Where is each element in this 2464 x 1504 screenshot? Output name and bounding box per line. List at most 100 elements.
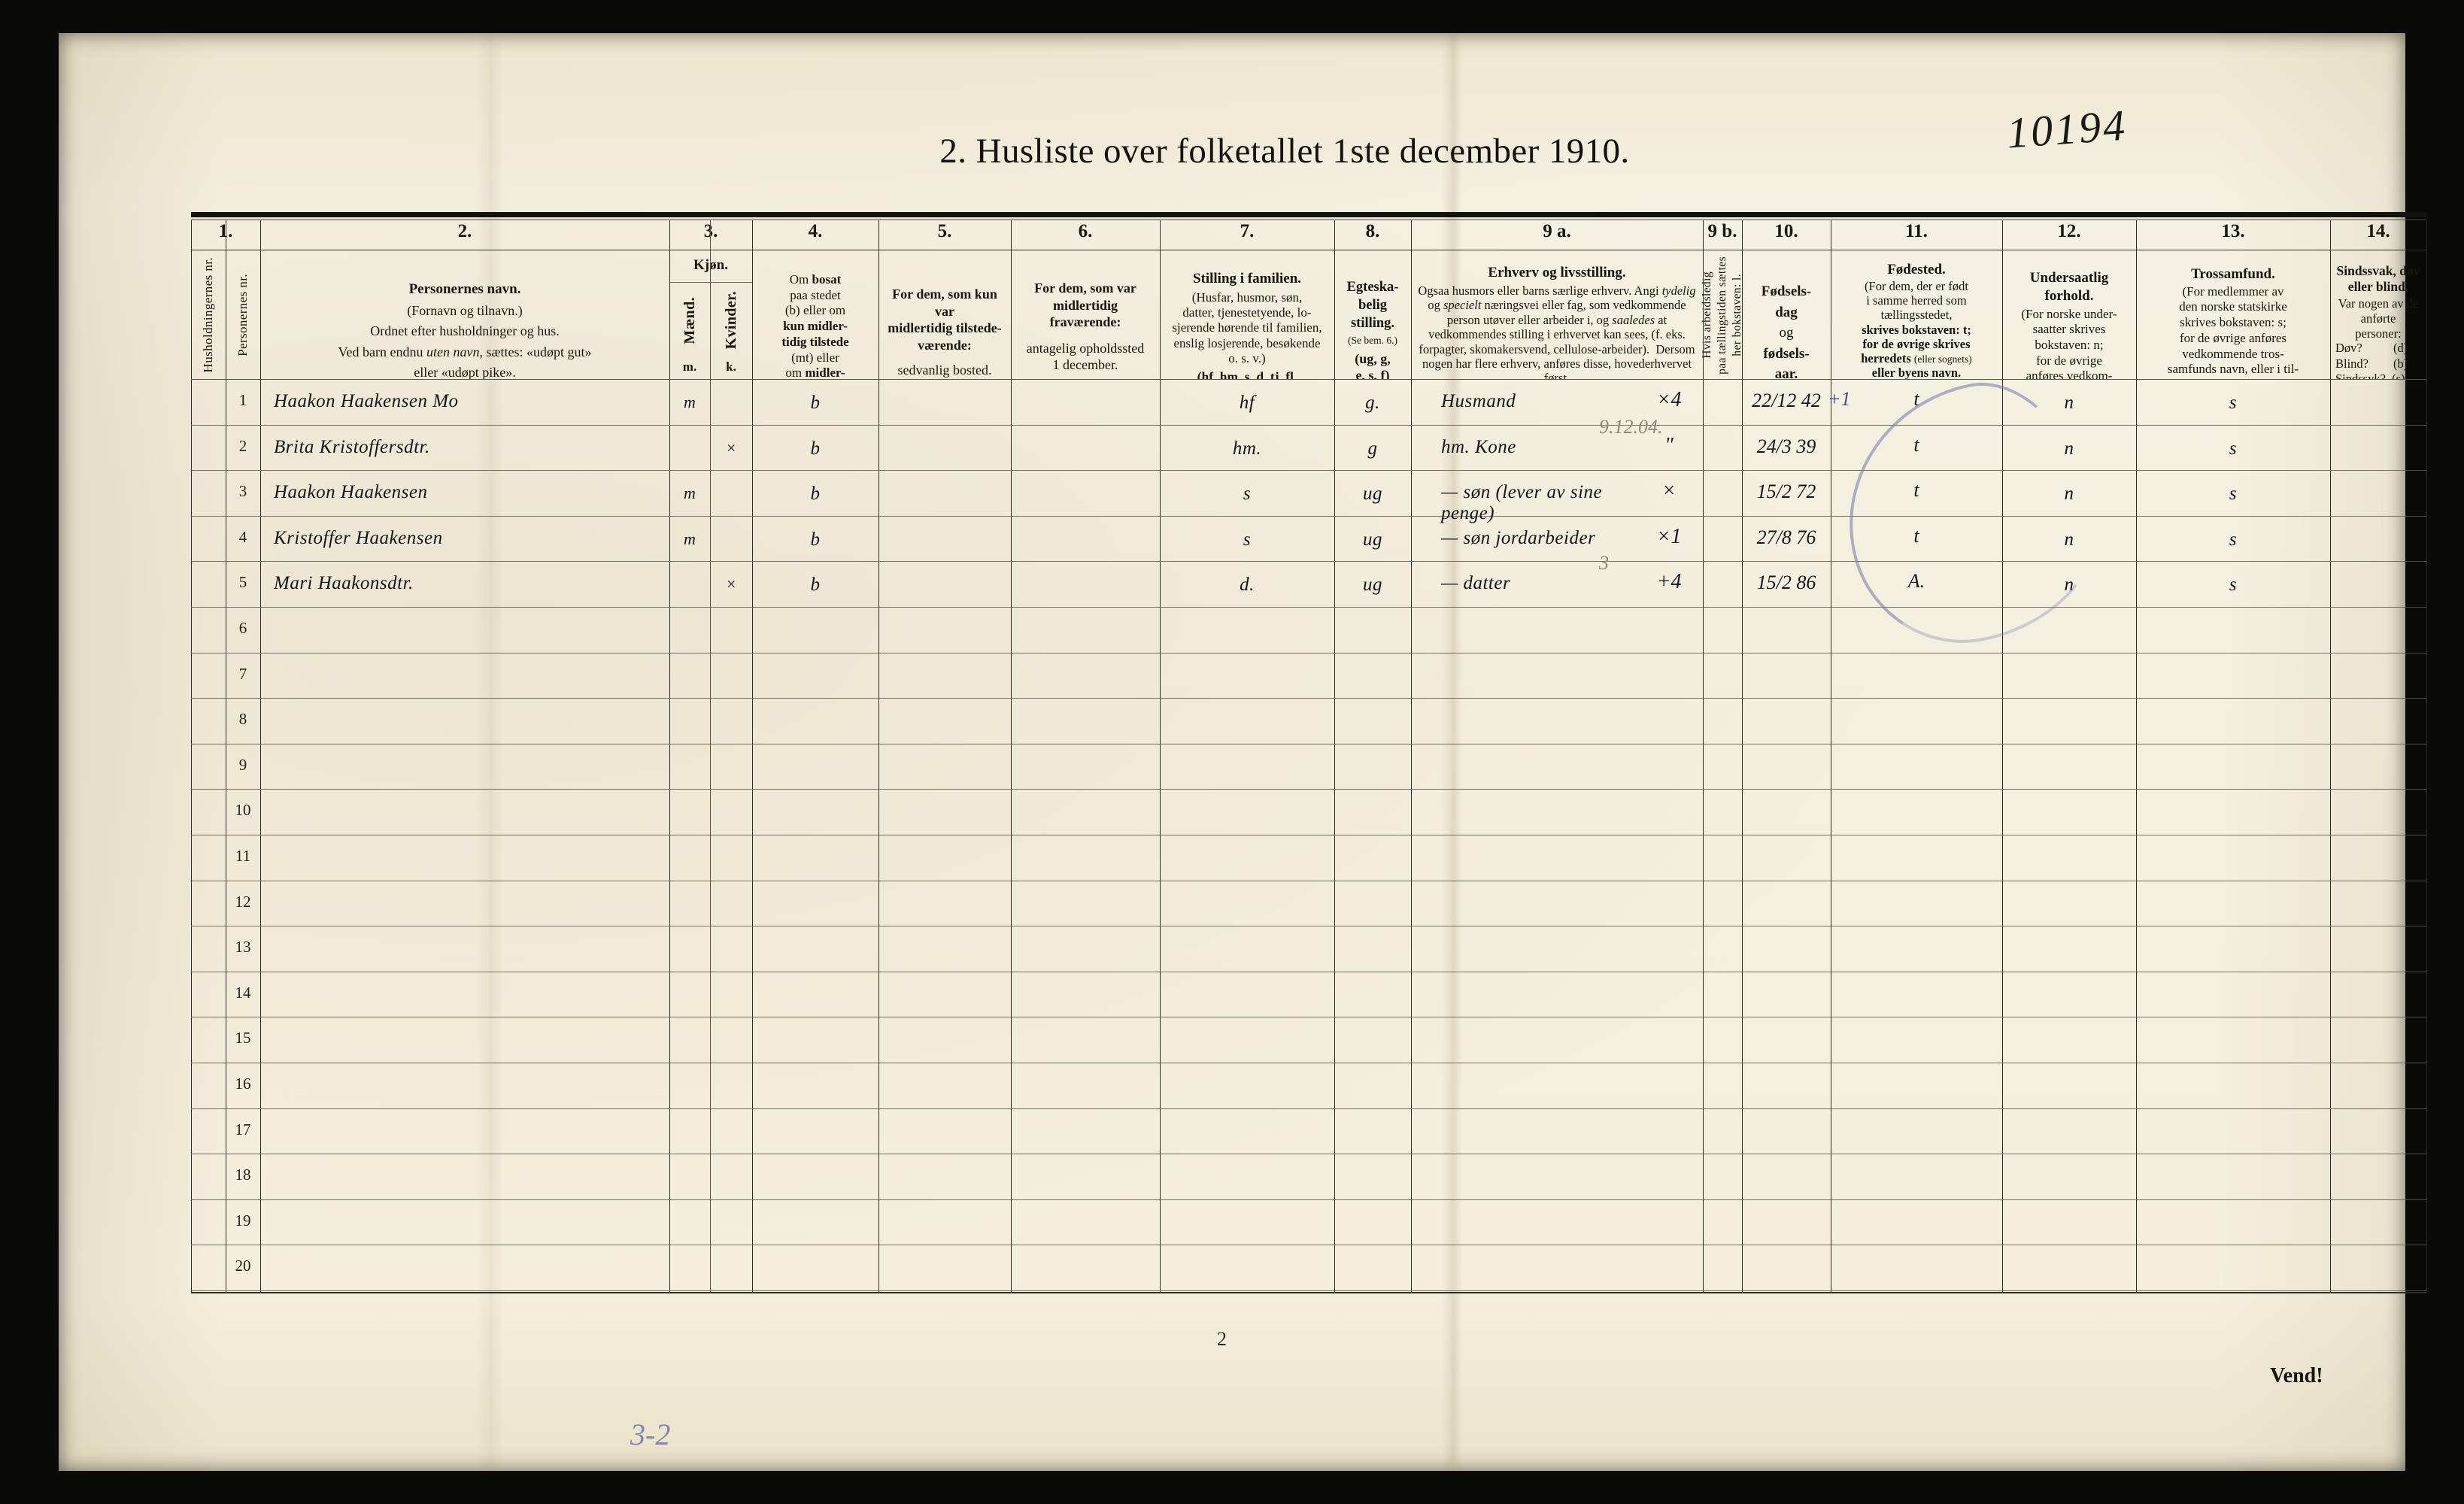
bottom-pencil-mark: 3-2 [630,1418,671,1451]
table-row-undersaatlig: n [2064,575,2074,596]
table-row-stilling: s [1243,529,1252,550]
column-number-11: 10. [1774,221,1798,241]
row-number: 9 [238,755,247,774]
column-divider-11 [1703,220,1704,1292]
paper-fold-crease-left [477,33,502,1471]
archive-number: 10194 [2004,100,2129,158]
row-rule-1 [191,424,2426,426]
column-number-14: 13. [2221,221,2245,241]
table-row-birthplace: t [1913,479,1919,502]
column-divider-8 [1160,220,1161,1292]
row-rule-18 [191,1199,2426,1200]
row-number: 7 [238,664,247,683]
column-divider-17 [2426,220,2427,1292]
header-m-abbrev: m. [682,359,697,374]
row-rule-0 [191,379,2426,380]
header-egteskabelig-stilling: Egteska-belig stilling. (Se bem. 6.) (ug, g… [1346,280,1399,379]
header-stilling-i-familien: Stilling i familien. (Husfar, husmor, søn… [1172,271,1322,379]
table-row-female-mark: × [725,575,737,594]
header-k-abbrev: k. [726,359,736,374]
table-row-stilling: d. [1240,575,1255,596]
row-number: 5 [238,573,247,592]
table-top-rule-secondary [191,219,2426,220]
row-number: 18 [235,1166,251,1184]
column-number-5: 5. [937,221,952,241]
table-row-birthdate: 22/12 42 [1752,390,1821,411]
row-rule-9 [191,789,2426,790]
column-number-10: 9 b. [1707,221,1737,241]
table-row-bosat: b [810,393,821,413]
header-trossamfund: Trossamfund. (For medlemmer av den norske … [2167,266,2299,379]
table-row-pencil-annotation: 3 [1599,552,1609,575]
table-row-erhverv: — søn (lever av sine penge) [1441,482,1603,524]
row-number: 19 [235,1211,251,1230]
table-row-trossamfund: s [2229,484,2238,505]
column-divider-12 [1742,220,1743,1292]
table-row-trossamfund: s [2229,393,2238,413]
table-row-undersaatlig: n [2064,438,2074,459]
column-number-8: 8. [1365,221,1380,241]
header-undersaatlig-forhold: Undersaatlig forhold. (For norske under-sa… [2021,270,2117,379]
column-divider-9 [1334,220,1335,1292]
table-row-name: Haakon Haakensen Mo [274,391,459,411]
table-row-erhverv-tickmark: +4 [1656,570,1682,594]
table-row-trossamfund: s [2229,575,2238,596]
header-fodselsdag: Fødsels-dag og fødsels-aar. [1761,284,1812,379]
table-top-rule [191,212,2426,217]
table-row-blue-annotation: +1 [1828,388,1851,410]
row-rule-20 [191,1290,2426,1291]
table-row-egteskabelig: ug [1363,575,1382,596]
table-row-stilling: hf [1239,393,1255,413]
table-row-birthdate: 24/3 39 [1756,435,1816,457]
table-row-stilling: s [1243,484,1252,505]
table-row-name: Haakon Haakensen [274,482,428,503]
row-number: 15 [235,1029,251,1048]
row-rule-5 [191,607,2426,608]
table-row-erhverv-tickmark: × [1661,479,1677,503]
census-table: 1. 2. 3. 4. 5. 6. 7. 8. 9 a. 9 b. 10. 11. 12. 13. 14. … [191,212,2427,1293]
header-midlertidig-tilstedevaerende: For dem, som kun var midlertidig tilstede… [888,287,1002,378]
header-personernes-nr: Personernes nr. [235,274,250,356]
turn-page-note: Vend! [2270,1364,2323,1387]
table-row-egteskabelig: ug [1363,529,1382,550]
row-number: 16 [235,1075,251,1093]
column-divider-7 [1011,220,1012,1292]
header-husholdningernes-nr: Husholdningernes nr. [201,257,215,373]
column-divider-6 [878,220,879,1292]
row-number: 11 [235,847,251,865]
column-number-row: 1. 2. 3. 4. 5. 6. 7. 8. 9 a. 9 b. 10. 11. 12. 13. 14. [191,221,2426,247]
column-number-2: 2. [457,221,472,241]
table-row-bosat: b [810,575,821,596]
header-kvinder: Kvinder. [722,291,739,350]
column-number-4: 4. [808,221,823,241]
table-row-birthplace: t [1913,524,1919,547]
table-row-male-mark: m [684,484,696,503]
header-kjon: Kjøn. [693,257,728,273]
row-number: 1 [238,391,247,409]
header-personernes-navn: Personernes navn. (Fornavn og tilnavn.) Or… [338,281,592,379]
column-divider-16 [2330,220,2331,1292]
row-number: 6 [238,619,247,637]
table-body: 1 Haakon Haakensen Mo m b hf g. Husmand ×4 22/12… [191,379,2426,1293]
column-divider-5 [752,220,753,1292]
table-row-erhverv: hm. Kone [1441,436,1516,457]
row-number: 17 [235,1120,251,1139]
table-row-female-mark: × [725,438,737,457]
column-number-13: 12. [2057,221,2081,241]
column-divider-14 [2002,220,2003,1292]
column-divider-0 [191,220,192,1292]
row-rule-4 [191,561,2426,562]
table-row-erhverv: — søn jordarbeider [1441,527,1596,548]
table-row-name: Mari Haakonsdtr. [274,573,414,594]
table-row-pencil-annotation: 9.12.04. [1599,415,1663,438]
row-rule-2 [191,470,2426,472]
kjon-sub-separator [669,282,752,283]
table-row-bosat: b [810,438,821,459]
row-rule-7 [191,698,2426,699]
row-number: 2 [238,436,247,455]
table-row-birthdate: 15/2 86 [1756,572,1816,594]
paper-fold-crease [1443,33,1462,1471]
table-row-egteskabelig: g [1367,438,1378,459]
table-row-birthdate: 15/2 72 [1756,481,1816,503]
